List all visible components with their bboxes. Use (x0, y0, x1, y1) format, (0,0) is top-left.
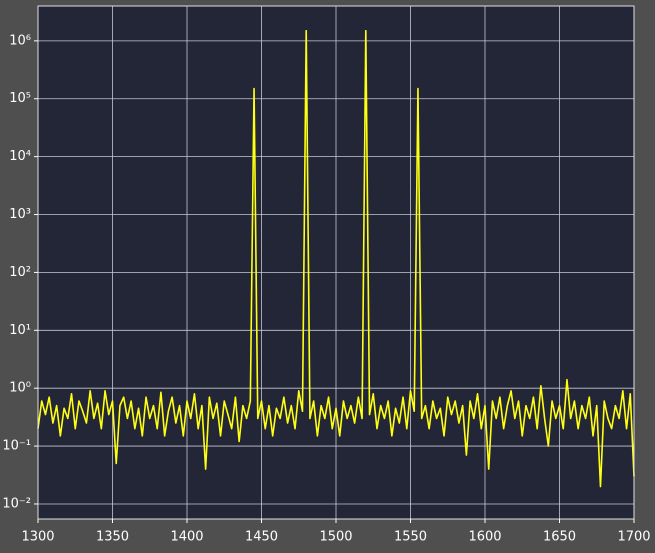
data-line (37, 29, 635, 488)
y-tick-label: 10⁴ (9, 149, 31, 164)
y-tick-label: 10⁰ (9, 381, 31, 396)
y-tick-label: 10¹ (9, 323, 31, 338)
y-tick-label: 10² (9, 265, 31, 280)
x-tick-label: 1700 (617, 530, 650, 545)
y-tick-label: 10⁻¹ (2, 439, 31, 454)
y-tick-label: 10³ (9, 207, 31, 222)
x-tick-label: 1650 (543, 530, 576, 545)
x-tick-label: 1500 (319, 530, 352, 545)
x-tick-label: 1400 (170, 530, 203, 545)
layer (37, 6, 635, 519)
x-tick-label: 1350 (96, 530, 129, 545)
y-tick-label: 10⁻² (2, 496, 31, 511)
x-tick-label: 1450 (245, 530, 278, 545)
x-tick-label: 1600 (468, 530, 501, 545)
y-tick-label: 10⁵ (9, 91, 31, 106)
y-tick-label: 10⁶ (9, 33, 31, 48)
x-tick-label: 1300 (21, 530, 54, 545)
x-tick-label: 1550 (394, 530, 427, 545)
